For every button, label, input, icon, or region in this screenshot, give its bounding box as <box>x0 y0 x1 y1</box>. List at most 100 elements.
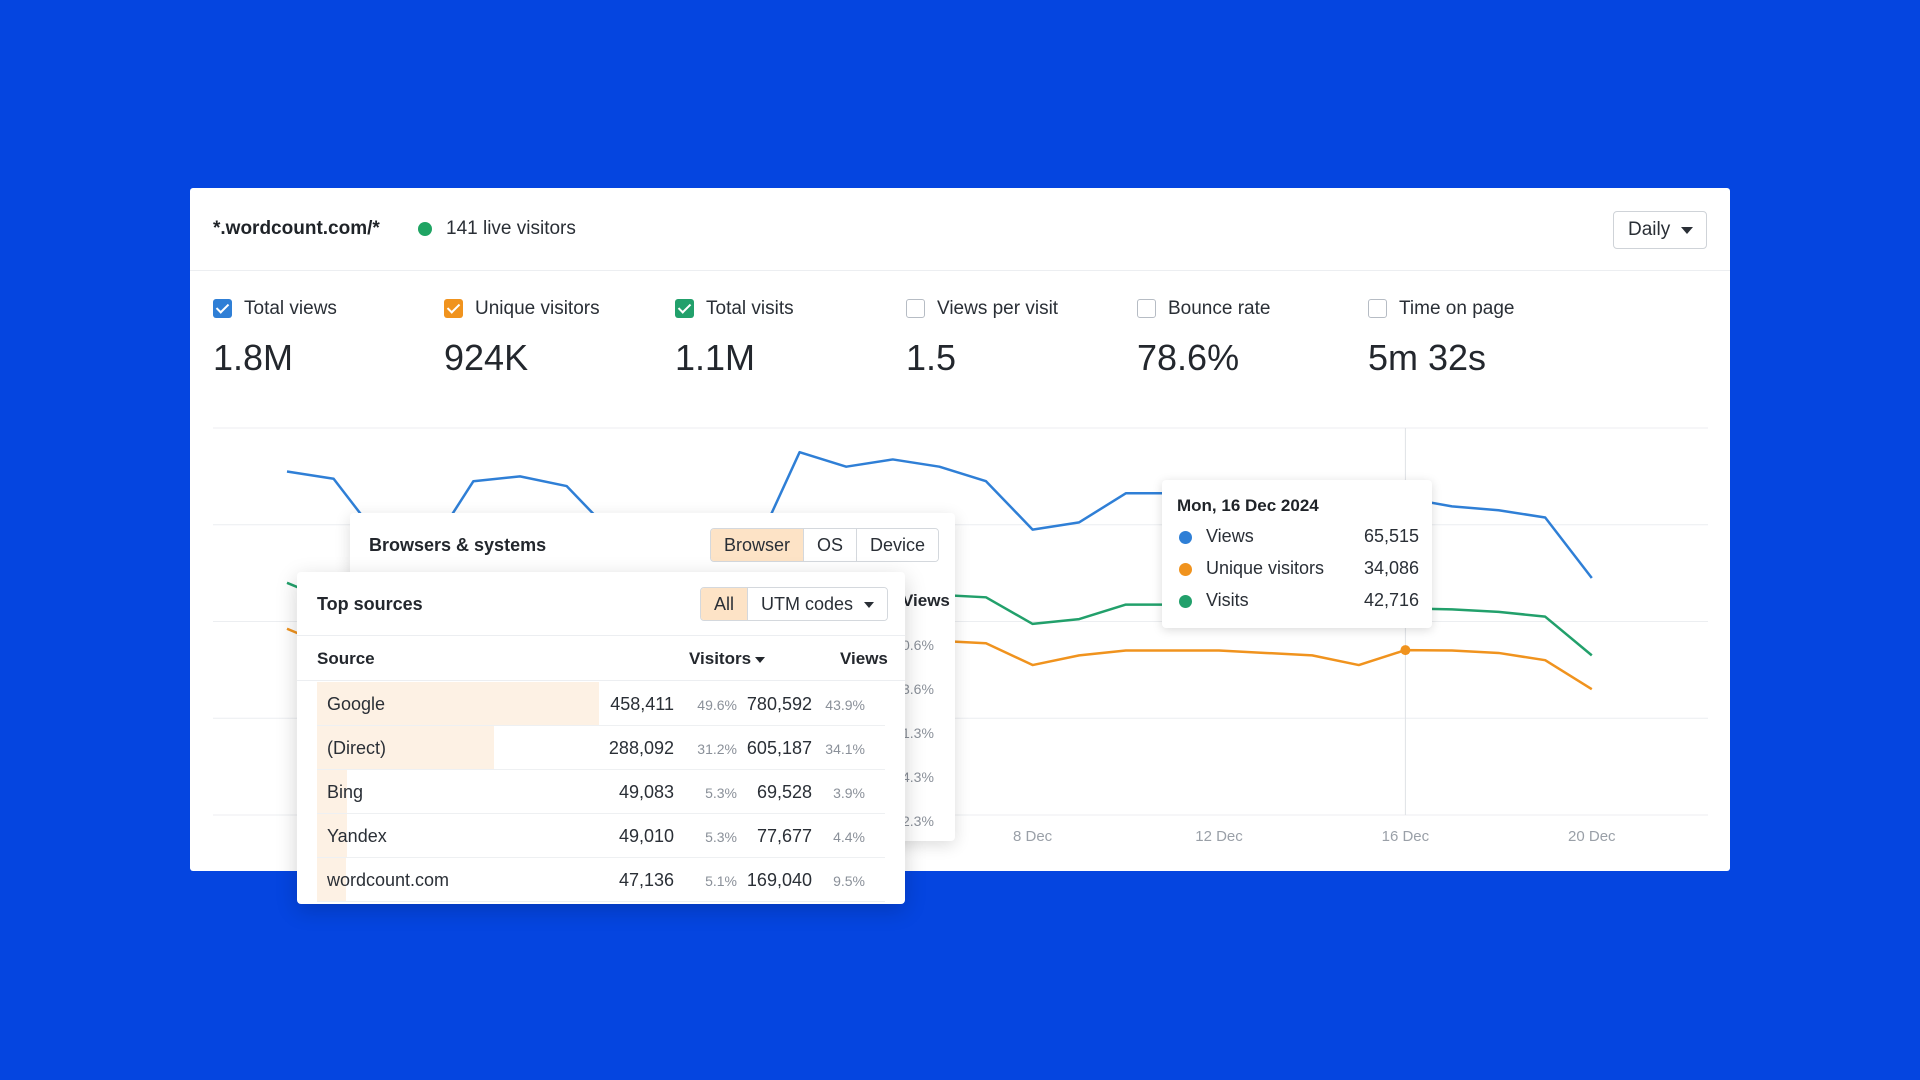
site-filter[interactable]: *.wordcount.com/* <box>213 218 380 239</box>
visitors-pct: 5.1% <box>705 873 737 889</box>
views-value: 780,592 <box>746 694 812 714</box>
visitors-value: 458,411 <box>610 694 674 714</box>
metric-label: Total views <box>244 298 337 319</box>
panel-title: Top sources <box>317 594 423 614</box>
share-bar <box>317 726 495 769</box>
views-pct: 9.5% <box>833 873 865 889</box>
share-bar <box>317 814 348 857</box>
checkbox-total-visits[interactable] <box>675 299 694 318</box>
checkbox-time-on-page[interactable] <box>1368 299 1387 318</box>
series-dot-icon <box>1179 531 1192 544</box>
divider <box>297 680 905 681</box>
interval-dropdown[interactable]: Daily <box>1613 211 1707 249</box>
views-pct: 34.1% <box>825 741 865 757</box>
share-bar <box>317 682 599 725</box>
chevron-down-icon <box>864 602 875 609</box>
x-tick-label: 16 Dec <box>1382 828 1430 845</box>
checkbox-unique-visitors[interactable] <box>444 299 463 318</box>
column-header-views: Views <box>902 591 950 610</box>
views-pct: 3.9% <box>833 785 865 801</box>
views-value: 69,528 <box>756 782 812 802</box>
metric-label: Time on page <box>1399 298 1515 319</box>
divider <box>297 635 905 636</box>
table-row[interactable]: wordcount.com 47,136 5.1% 169,040 9.5% <box>317 858 885 902</box>
views-pct: 3.6% <box>902 681 934 697</box>
visitors-pct: 5.3% <box>705 785 737 801</box>
tooltip-row-visits: Visits 42,716 <box>1179 590 1419 614</box>
column-header-visitors-label: Visitors <box>689 649 752 668</box>
tooltip-row-unique-visitors: Unique visitors 34,086 <box>1179 558 1419 582</box>
x-tick-label: 12 Dec <box>1195 828 1243 845</box>
views-pct: 0.6% <box>902 637 934 653</box>
filter-utm-codes[interactable]: UTM codes <box>747 588 888 620</box>
metric-value: 78.6% <box>1137 337 1240 378</box>
views-pct: 2.3% <box>902 813 934 829</box>
checkbox-total-views[interactable] <box>213 299 232 318</box>
table-row[interactable]: (Direct) 288,092 31.2% 605,187 34.1% <box>317 726 885 770</box>
hover-point <box>1400 645 1411 656</box>
filter-all[interactable]: All <box>701 588 748 620</box>
x-tick-label: 8 Dec <box>1013 828 1053 845</box>
views-pct: 4.4% <box>833 829 865 845</box>
table-row[interactable]: Yandex 49,010 5.3% 77,677 4.4% <box>317 814 885 858</box>
card-header: *.wordcount.com/* 141 live visitors Dail… <box>190 188 1730 271</box>
browser-tabs: Browser OS Device <box>710 528 940 562</box>
interval-label: Daily <box>1628 219 1671 240</box>
visitors-value: 49,083 <box>618 782 674 802</box>
panel-title: Browsers & systems <box>369 535 547 555</box>
metric-label: Unique visitors <box>475 298 600 319</box>
source-filter-tabs: All UTM codes <box>700 587 889 621</box>
source-name: wordcount.com <box>327 870 450 890</box>
series-dot-icon <box>1179 595 1192 608</box>
chevron-down-icon <box>1681 227 1693 234</box>
metric-value: 924K <box>444 337 529 378</box>
tab-device[interactable]: Device <box>856 529 939 561</box>
views-value: 169,040 <box>746 870 812 890</box>
source-name: Yandex <box>327 826 387 846</box>
metric-value: 1.8M <box>213 337 294 378</box>
views-pct: 4.3% <box>902 769 934 785</box>
tooltip-date: Mon, 16 Dec 2024 <box>1177 496 1319 515</box>
sort-desc-icon <box>755 656 766 663</box>
column-header-source[interactable]: Source <box>317 649 375 668</box>
source-name: (Direct) <box>327 738 386 758</box>
tooltip-series-name: Visits <box>1206 590 1249 610</box>
views-value: 77,677 <box>756 826 812 846</box>
tooltip-row-views: Views 65,515 <box>1179 526 1419 550</box>
source-name: Google <box>327 694 386 714</box>
x-tick-label: 20 Dec <box>1568 828 1616 845</box>
table-row[interactable]: Google 458,411 49.6% 780,592 43.9% <box>317 682 885 726</box>
column-header-visitors[interactable]: Visitors <box>689 649 766 669</box>
checkbox-bounce-rate[interactable] <box>1137 299 1156 318</box>
tooltip-series-value: 42,716 <box>1363 590 1419 610</box>
source-name: Bing <box>327 782 364 802</box>
views-value: 605,187 <box>746 738 812 758</box>
metric-value: 1.1M <box>675 337 756 378</box>
checkbox-views-per-visit[interactable] <box>906 299 925 318</box>
visitors-pct: 31.2% <box>697 741 737 757</box>
visitors-value: 49,010 <box>618 826 674 846</box>
live-visitors-count: 141 live visitors <box>446 218 576 239</box>
column-header-views[interactable]: Views <box>840 649 888 668</box>
visitors-value: 47,136 <box>618 870 674 890</box>
views-pct: 43.9% <box>825 697 865 713</box>
tab-browser[interactable]: Browser <box>711 529 804 561</box>
views-pct: 1.3% <box>902 725 934 741</box>
metric-value: 5m 32s <box>1368 337 1487 378</box>
metric-value: 1.5 <box>906 337 957 378</box>
visitors-value: 288,092 <box>608 738 674 758</box>
share-bar <box>317 770 348 813</box>
share-bar <box>317 858 346 901</box>
series-dot-icon <box>1179 563 1192 576</box>
metric-label: Total visits <box>706 298 794 319</box>
metric-label: Views per visit <box>937 298 1059 319</box>
chart-tooltip: Mon, 16 Dec 2024 Views 65,515 Unique vis… <box>1162 480 1432 628</box>
tooltip-series-name: Views <box>1206 526 1254 546</box>
live-indicator-icon <box>418 222 432 236</box>
top-sources-panel: Top sources All UTM codes Source Visitor… <box>297 572 905 904</box>
table-row[interactable]: Bing 49,083 5.3% 69,528 3.9% <box>317 770 885 814</box>
tooltip-series-value: 65,515 <box>1363 526 1419 546</box>
tab-os[interactable]: OS <box>803 529 857 561</box>
tooltip-series-name: Unique visitors <box>1206 558 1325 578</box>
visitors-pct: 49.6% <box>697 697 737 713</box>
